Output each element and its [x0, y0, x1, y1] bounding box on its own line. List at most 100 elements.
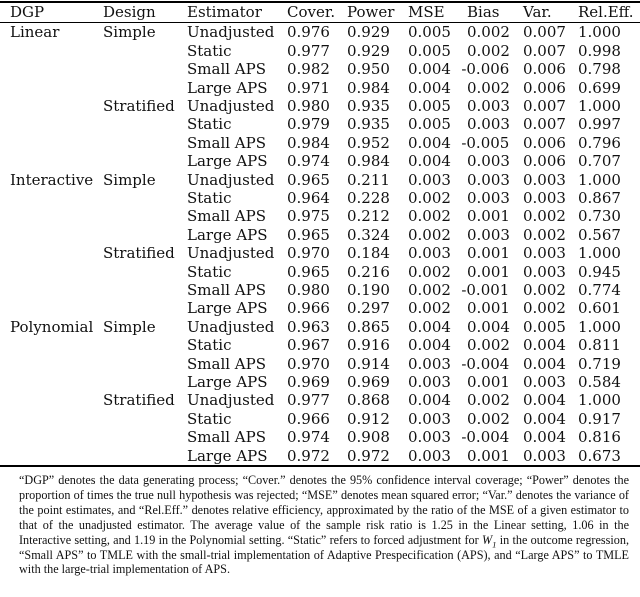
- cell-design: [103, 226, 187, 244]
- cell-bias: 0.001: [467, 207, 510, 226]
- cell-power: 0.190: [347, 280, 390, 299]
- cell-var: 0.006: [523, 78, 566, 97]
- cell-mse: 0.002: [408, 207, 451, 226]
- cell-mse: 0.003: [408, 409, 451, 428]
- cell-design: [103, 263, 187, 281]
- cell-design: Simple: [103, 317, 156, 336]
- cell-power: 0.935: [347, 115, 390, 134]
- cell-cover: 0.980: [287, 280, 330, 299]
- math-variable-w1: W1: [481, 532, 497, 550]
- table-row: Stratified Unadjusted 0.970 0.184 0.003 0.001…: [10, 244, 640, 262]
- cell-var: 0.003: [523, 244, 566, 263]
- cell-releff: 0.798: [578, 60, 621, 79]
- cell-bias: 0.001: [467, 262, 510, 281]
- cell-var: 0.006: [523, 152, 566, 171]
- cell-var: 0.007: [523, 96, 566, 115]
- cell-power: 0.952: [347, 133, 390, 152]
- cell-estimator: Static: [187, 115, 232, 134]
- cell-releff: 0.601: [578, 299, 621, 318]
- cell-estimator: Unadjusted: [187, 170, 275, 189]
- column-header-power: Power: [347, 3, 395, 21]
- results-table-body: Linear Simple Unadjusted 0.976 0.929 0.005 0.0…: [10, 23, 640, 465]
- cell-mse: 0.003: [408, 446, 451, 465]
- cell-cover: 0.965: [287, 262, 330, 281]
- cell-bias: -0.006: [461, 60, 510, 79]
- cell-estimator: Unadjusted: [187, 244, 275, 263]
- cell-mse: 0.003: [408, 428, 451, 447]
- table-row: Static 0.979 0.935 0.005 0.003 0.007 0.997: [10, 115, 640, 133]
- cell-var: 0.003: [523, 373, 566, 392]
- cell-dgp: [10, 97, 103, 115]
- cell-cover: 0.972: [287, 446, 330, 465]
- cell-mse: 0.002: [408, 262, 451, 281]
- cell-cover: 0.970: [287, 244, 330, 263]
- table-row: Small APS 0.982 0.950 0.004 -0.006 0.006 0.798: [10, 60, 640, 78]
- cell-power: 0.211: [347, 170, 390, 189]
- cell-var: 0.003: [523, 262, 566, 281]
- cell-power: 0.212: [347, 207, 390, 226]
- cell-bias: 0.003: [467, 96, 510, 115]
- cell-dgp: [10, 79, 103, 97]
- cell-estimator: Static: [187, 188, 232, 207]
- cell-bias: 0.003: [467, 115, 510, 134]
- table-top-rule: [0, 1, 640, 3]
- cell-mse: 0.005: [408, 41, 451, 60]
- cell-bias: 0.003: [467, 152, 510, 171]
- cell-power: 0.324: [347, 225, 390, 244]
- cell-dgp: [10, 115, 103, 133]
- cell-releff: 1.000: [578, 170, 621, 189]
- cell-mse: 0.003: [408, 354, 451, 373]
- table-row: Static 0.965 0.216 0.002 0.001 0.003 0.945: [10, 263, 640, 281]
- column-header-dgp: DGP: [10, 3, 45, 21]
- cell-releff: 1.000: [578, 317, 621, 336]
- cell-power: 0.916: [347, 336, 390, 355]
- cell-design: [103, 447, 187, 465]
- cell-dgp: [10, 391, 103, 409]
- cell-releff: 0.811: [578, 336, 621, 355]
- cell-var: 0.004: [523, 391, 566, 410]
- cell-mse: 0.002: [408, 188, 451, 207]
- table-row: Small APS 0.970 0.914 0.003 -0.004 0.004 0.719: [10, 355, 640, 373]
- cell-bias: -0.005: [461, 133, 510, 152]
- cell-estimator: Large APS: [187, 225, 268, 244]
- cell-bias: 0.003: [467, 188, 510, 207]
- cell-mse: 0.005: [408, 96, 451, 115]
- cell-design: [103, 60, 187, 78]
- cell-estimator: Large APS: [187, 299, 268, 318]
- cell-power: 0.216: [347, 262, 390, 281]
- cell-estimator: Large APS: [187, 446, 268, 465]
- cell-design: [103, 373, 187, 391]
- cell-var: 0.005: [523, 317, 566, 336]
- cell-power: 0.984: [347, 78, 390, 97]
- table-header-rule: [0, 22, 640, 24]
- cell-dgp: [10, 60, 103, 78]
- cell-design: [103, 281, 187, 299]
- cell-mse: 0.004: [408, 317, 451, 336]
- table-row: Static 0.966 0.912 0.003 0.002 0.004 0.917: [10, 410, 640, 428]
- cell-releff: 0.796: [578, 133, 621, 152]
- cell-estimator: Small APS: [187, 280, 267, 299]
- cell-cover: 0.984: [287, 133, 330, 152]
- column-header-mse: MSE: [408, 3, 445, 21]
- cell-releff: 0.867: [578, 188, 621, 207]
- cell-mse: 0.004: [408, 152, 451, 171]
- cell-power: 0.969: [347, 373, 390, 392]
- cell-power: 0.908: [347, 428, 390, 447]
- cell-mse: 0.004: [408, 78, 451, 97]
- table-header-row: DGP Design Estimator Cover. Power MSE Bi…: [10, 3, 640, 22]
- cell-dgp: [10, 373, 103, 391]
- cell-releff: 0.719: [578, 354, 621, 373]
- cell-releff: 0.707: [578, 152, 621, 171]
- cell-bias: 0.002: [467, 23, 510, 42]
- cell-estimator: Unadjusted: [187, 317, 275, 336]
- cell-mse: 0.004: [408, 336, 451, 355]
- cell-cover: 0.965: [287, 225, 330, 244]
- cell-estimator: Small APS: [187, 133, 267, 152]
- cell-bias: 0.002: [467, 409, 510, 428]
- cell-releff: 1.000: [578, 96, 621, 115]
- cell-releff: 0.997: [578, 115, 621, 134]
- footnote-text-2: in the outcome regression, “Small APS” t…: [19, 532, 629, 577]
- footnote-text-1: “DGP” denotes the data generating proces…: [19, 473, 629, 547]
- cell-var: 0.003: [523, 188, 566, 207]
- cell-dgp: Linear: [10, 23, 60, 42]
